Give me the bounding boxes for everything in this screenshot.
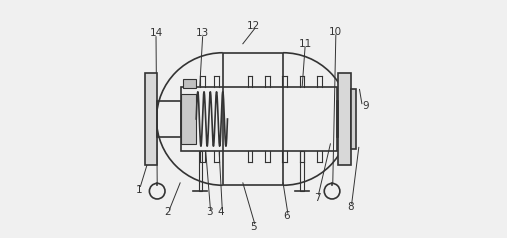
Text: 5: 5 xyxy=(250,222,257,232)
Bar xyxy=(338,73,350,165)
Text: 1: 1 xyxy=(136,185,142,195)
Text: 13: 13 xyxy=(196,28,209,38)
Bar xyxy=(182,87,337,151)
Text: 6: 6 xyxy=(283,212,290,222)
Text: 11: 11 xyxy=(299,39,312,49)
Text: 7: 7 xyxy=(314,193,321,203)
Text: 12: 12 xyxy=(247,20,260,30)
Bar xyxy=(183,79,196,88)
Bar xyxy=(223,53,283,185)
Bar xyxy=(350,89,356,149)
Text: 3: 3 xyxy=(206,208,212,218)
Text: 9: 9 xyxy=(363,101,370,111)
Text: 2: 2 xyxy=(165,208,171,218)
Bar xyxy=(199,151,202,191)
Text: 10: 10 xyxy=(329,27,342,37)
Text: 4: 4 xyxy=(218,208,224,218)
Bar xyxy=(145,73,158,165)
Bar xyxy=(158,101,182,137)
Text: 8: 8 xyxy=(347,202,354,212)
Text: 14: 14 xyxy=(150,28,163,38)
Bar xyxy=(337,101,338,137)
Bar xyxy=(182,94,196,144)
Bar xyxy=(300,151,304,191)
